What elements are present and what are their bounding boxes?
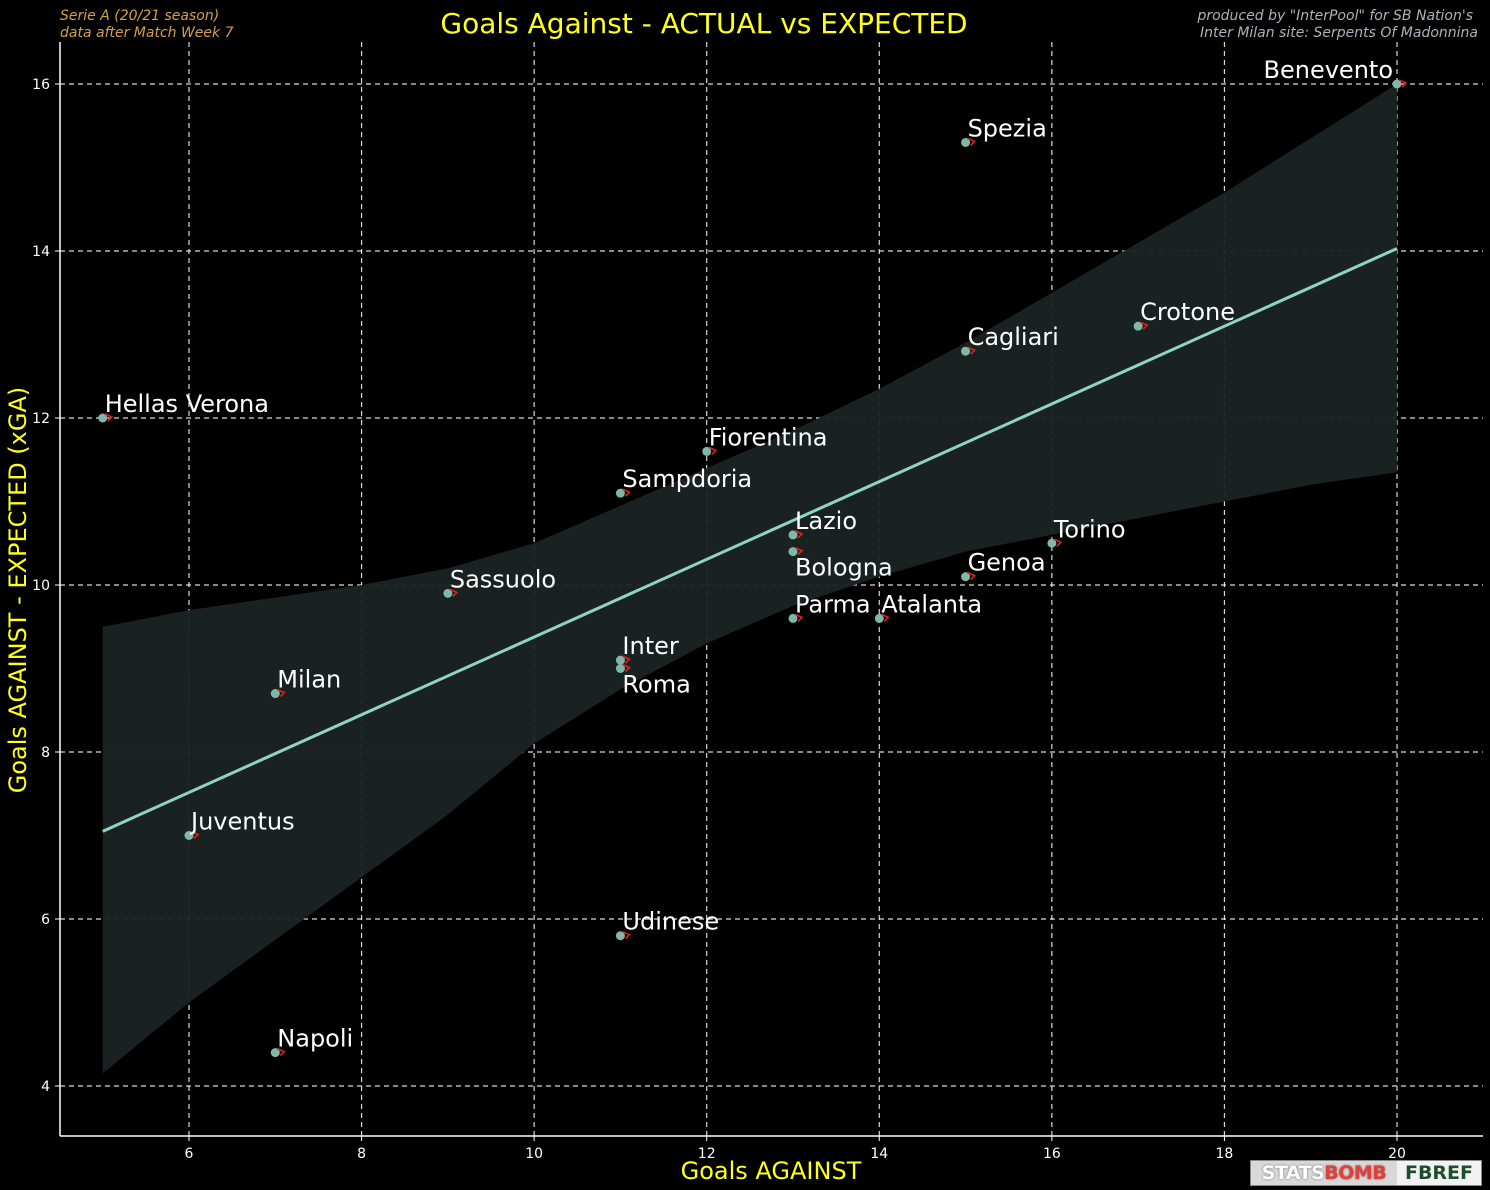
x-axis-label: Goals AGAINST xyxy=(681,1157,862,1185)
point-torino xyxy=(1047,538,1057,548)
marker-fiorentina xyxy=(708,446,718,455)
point-spezia xyxy=(961,137,971,147)
marker-genoa xyxy=(967,571,976,581)
point-fiorentina xyxy=(702,446,712,456)
label-fiorentina: Fiorentina xyxy=(709,423,828,451)
point-crotone xyxy=(1133,321,1143,331)
source-logos: STATSBOMB FBREF xyxy=(1250,1160,1482,1186)
point-juventus xyxy=(184,831,194,840)
fbref-logo-icon: FBREF xyxy=(1397,1161,1481,1185)
y-tick-label-6: 6 xyxy=(41,912,50,928)
marker-benevento xyxy=(1398,79,1408,88)
axes xyxy=(59,42,1483,1137)
y-tick-label-4: 4 xyxy=(41,1079,50,1095)
label-roma: Roma xyxy=(622,671,690,699)
marker-crotone xyxy=(1139,321,1149,330)
label-hellas-verona: Hellas Verona xyxy=(105,390,269,418)
right-note-site: Inter Milan site: Serpents Of Madonnina xyxy=(1200,25,1478,41)
point-benevento xyxy=(1392,79,1402,89)
marker-bologna xyxy=(794,546,804,556)
y-tick-label-8: 8 xyxy=(41,745,50,761)
label-bologna: Bologna xyxy=(795,554,893,582)
marker-lazio xyxy=(794,530,804,539)
point-roma xyxy=(615,664,625,673)
y-axis-label: Goals AGAINST - EXPECTED (xGA) xyxy=(4,387,32,794)
marker-hellas-verona xyxy=(104,413,114,422)
marker-udinese xyxy=(622,930,631,940)
label-sampdoria: Sampdoria xyxy=(622,465,752,493)
label-juventus: Juventus xyxy=(189,808,295,836)
x-tick-label-6: 6 xyxy=(185,1146,194,1162)
point-bologna xyxy=(788,547,798,557)
x-tick-label-16: 16 xyxy=(1043,1146,1061,1162)
y-tick-label-14: 14 xyxy=(32,244,50,260)
label-cagliari: Cagliari xyxy=(968,323,1059,351)
label-torino: Torino xyxy=(1053,515,1126,543)
marker-napoli xyxy=(276,1047,286,1057)
statsbomb-logo-icon: STATSBOMB xyxy=(1251,1161,1397,1185)
marker-parma xyxy=(794,613,804,622)
point-atalanta xyxy=(874,613,884,623)
chart-title: Goals Against - ACTUAL vs EXPECTED xyxy=(440,7,967,40)
marker-milan xyxy=(276,688,286,698)
right-note-producer: produced by "InterPool" for SB Nation's xyxy=(1196,8,1473,24)
point-sassuolo xyxy=(443,588,453,598)
label-crotone: Crotone xyxy=(1140,298,1235,326)
point-lazio xyxy=(788,530,798,540)
marker-sampdoria xyxy=(622,488,631,497)
label-lazio: Lazio xyxy=(795,507,857,535)
marker-juventus xyxy=(190,830,200,840)
statsbomb-logo-text-a: STATS xyxy=(1261,1162,1325,1184)
statsbomb-logo-text-b: BOMB xyxy=(1324,1162,1387,1184)
point-labels: Benevento Spezia Crotone Cagliari Hellas Ver… xyxy=(105,56,1393,1053)
point-cagliari xyxy=(961,346,971,356)
label-spezia: Spezia xyxy=(968,114,1047,142)
y-tick-label-12: 12 xyxy=(32,411,50,427)
ticks: 6 8 10 12 14 16 18 20 4 6 8 10 12 14 16 xyxy=(32,77,1406,1162)
point-napoli xyxy=(270,1048,280,1058)
data-points xyxy=(98,79,1408,1058)
point-parma xyxy=(788,613,798,623)
marker-roma xyxy=(622,663,631,673)
label-benevento: Benevento xyxy=(1264,56,1393,84)
regression-line xyxy=(102,247,1398,833)
y-tick-label-16: 16 xyxy=(32,77,50,93)
label-milan: Milan xyxy=(277,666,341,694)
label-inter: Inter xyxy=(622,632,678,660)
point-inter xyxy=(615,655,625,665)
x-tick-label-12: 12 xyxy=(698,1146,716,1162)
point-milan xyxy=(270,689,280,699)
fbref-logo-text: FBREF xyxy=(1404,1162,1474,1184)
marker-spezia xyxy=(967,137,976,147)
marker-atalanta xyxy=(880,613,890,622)
point-genoa xyxy=(961,572,971,582)
confidence-band-area xyxy=(102,84,1398,1074)
label-sassuolo: Sassuolo xyxy=(450,565,556,593)
marker-cagliari xyxy=(967,346,976,355)
left-note-matchweek: data after Match Week 7 xyxy=(60,25,234,41)
x-tick-label-18: 18 xyxy=(1216,1146,1234,1162)
label-atalanta: Atalanta xyxy=(881,590,982,618)
label-parma: Parma xyxy=(795,590,871,618)
x-tick-label-10: 10 xyxy=(525,1146,543,1162)
x-tick-label-8: 8 xyxy=(357,1146,366,1162)
left-note-season: Serie A (20/21 season) xyxy=(60,8,219,24)
marker-sassuolo xyxy=(449,588,459,597)
point-udinese xyxy=(615,931,625,941)
marker-inter xyxy=(622,655,631,664)
point-hellas-verona xyxy=(98,413,108,423)
x-tick-label-20: 20 xyxy=(1388,1146,1406,1162)
marker-torino xyxy=(1053,538,1063,547)
point-sampdoria xyxy=(615,488,625,498)
label-genoa: Genoa xyxy=(968,549,1046,577)
regression-line-path xyxy=(102,247,1398,833)
label-udinese: Udinese xyxy=(622,908,719,936)
y-tick-label-10: 10 xyxy=(32,578,50,594)
label-napoli: Napoli xyxy=(277,1025,353,1053)
confidence-band xyxy=(102,84,1398,1074)
x-tick-label-14: 14 xyxy=(870,1146,888,1162)
